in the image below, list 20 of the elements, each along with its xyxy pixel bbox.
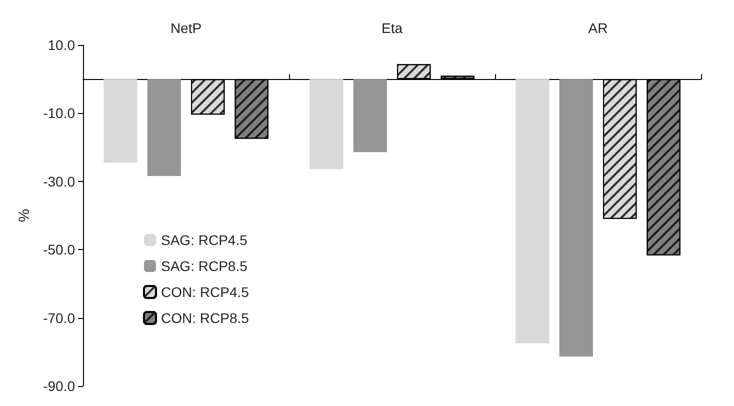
y-axis-title: % bbox=[16, 208, 34, 222]
y-tick-label: -10.0 bbox=[43, 105, 76, 122]
x-tick-label: AR bbox=[588, 20, 608, 36]
y-tick-label: -70.0 bbox=[43, 310, 76, 326]
bar bbox=[104, 79, 138, 163]
bar bbox=[147, 79, 181, 176]
legend-label: SAG: RCP8.5 bbox=[161, 258, 248, 274]
y-tick-label: -30.0 bbox=[43, 173, 76, 190]
y-tick-label: -50.0 bbox=[43, 242, 76, 258]
bar bbox=[310, 79, 344, 170]
bar bbox=[516, 79, 550, 344]
legend-label: CON: RCP8.5 bbox=[161, 310, 250, 326]
y-tick-label: -90.0 bbox=[43, 378, 76, 394]
x-tick-label: Eta bbox=[381, 20, 403, 36]
bar bbox=[559, 79, 593, 357]
x-tick-label: NetP bbox=[170, 20, 202, 36]
legend-label: CON: RCP4.5 bbox=[161, 284, 250, 300]
legend-label: SAG: RCP4.5 bbox=[161, 232, 248, 248]
bar bbox=[353, 79, 387, 152]
y-tick-label: 10.0 bbox=[48, 37, 76, 53]
